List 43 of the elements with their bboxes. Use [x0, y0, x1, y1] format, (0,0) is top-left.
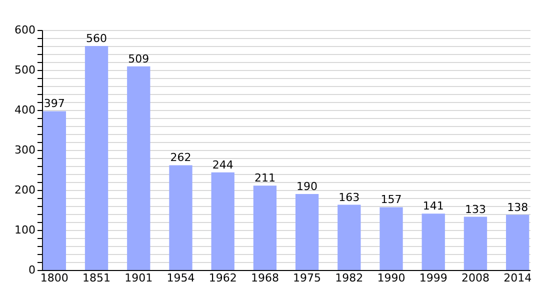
y-tick-label: 500: [14, 64, 36, 76]
bar: [127, 66, 150, 270]
x-tick-label: 1851: [82, 272, 111, 284]
x-tick-label: 1800: [40, 272, 68, 284]
bar: [295, 194, 319, 270]
data-label: 163: [338, 190, 360, 204]
bar: [42, 111, 66, 270]
bar: [211, 172, 234, 270]
data-label: 138: [507, 200, 528, 214]
y-tick-label: 100: [14, 224, 36, 236]
data-label: 560: [86, 32, 108, 45]
data-label: 262: [170, 151, 192, 164]
bar: [464, 216, 488, 270]
bar: [338, 204, 361, 270]
x-tick-label: 1954: [166, 272, 195, 284]
data-label: 133: [464, 202, 486, 216]
y-tick-label: 0: [28, 264, 36, 276]
x-tick-label: 1901: [124, 272, 153, 284]
x-tick-label: 1975: [293, 272, 322, 284]
data-label: 190: [296, 180, 318, 193]
bar: [380, 207, 403, 270]
x-tick-label: 2014: [504, 272, 532, 284]
x-tick-label: 1999: [419, 272, 448, 284]
data-label: 157: [380, 193, 402, 206]
y-tick-label: 400: [14, 104, 36, 116]
bar: [506, 214, 530, 270]
bar: [422, 214, 445, 270]
data-label: 397: [44, 97, 65, 110]
data-label: 244: [212, 158, 234, 172]
data-label: 141: [422, 200, 444, 213]
y-tick-label: 200: [14, 184, 36, 196]
bar: [84, 46, 108, 270]
x-tick-label: 1990: [377, 272, 406, 284]
data-label: 509: [128, 52, 150, 66]
y-tick-label: 300: [14, 144, 36, 156]
x-tick-label: 1962: [208, 272, 237, 284]
x-tick-label: 1982: [335, 272, 364, 284]
bar: [169, 165, 192, 270]
data-label: 211: [254, 172, 276, 185]
bar: [253, 186, 277, 270]
x-tick-label: 2008: [461, 272, 490, 284]
y-tick-label: 600: [14, 24, 36, 36]
x-tick-label: 1968: [250, 272, 279, 284]
